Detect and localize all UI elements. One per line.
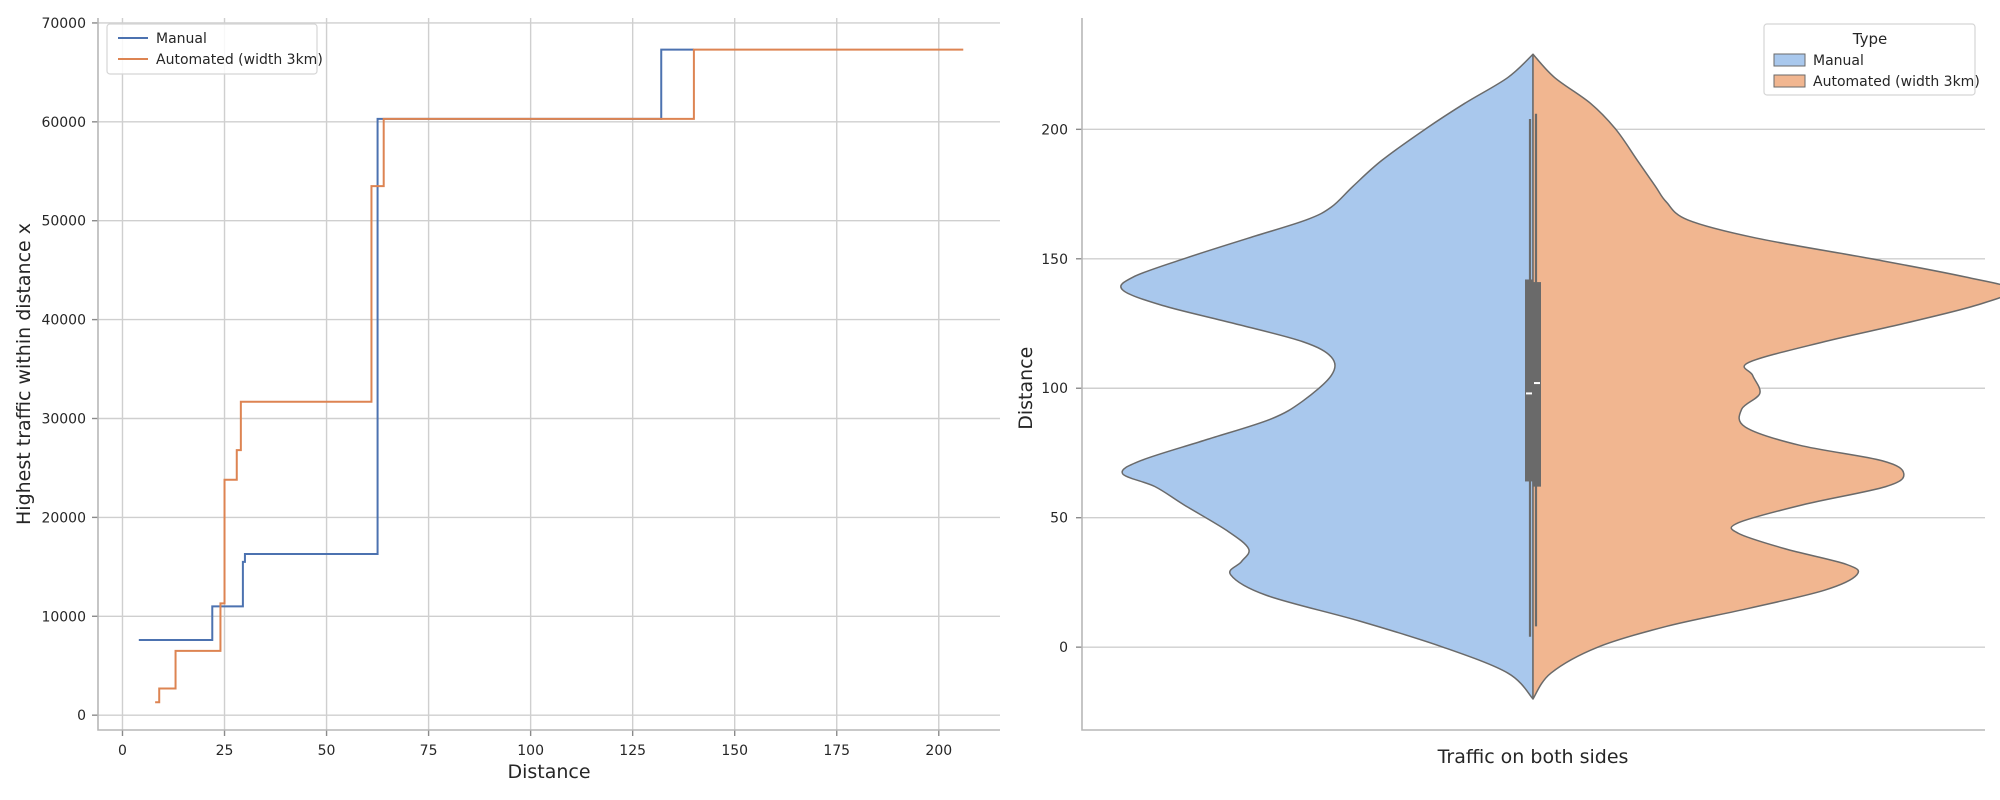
left-x-axis-label: Distance	[507, 761, 590, 783]
left-x-tick-label: 175	[823, 743, 850, 759]
right-legend: Type Manual Automated (width 3km)	[1763, 23, 1980, 96]
left-y-tick-label: 40000	[41, 313, 86, 329]
legend-swatch-manual-patch	[1773, 53, 1806, 67]
left-x-tick-label: 100	[517, 743, 544, 759]
left-y-tick-label: 10000	[41, 609, 86, 625]
iqr-box-automated	[1533, 282, 1541, 487]
series-line-automated	[155, 48, 964, 704]
left-x-tick-label: 200	[925, 743, 952, 759]
right-x-axis-label: Traffic on both sides	[1437, 746, 1629, 768]
right-y-tick-label: 100	[1041, 381, 1068, 397]
left-x-tick-label: 50	[318, 743, 336, 759]
right-axes: 0 50 100 150 200	[1041, 18, 1985, 731]
right-y-tick-label: 50	[1050, 511, 1068, 527]
left-y-tick-label: 60000	[41, 115, 86, 131]
legend-label-automated: Automated (width 3km)	[156, 52, 323, 68]
legend-label-automated-violin: Automated (width 3km)	[1813, 74, 1980, 90]
left-y-tick-label: 50000	[41, 214, 86, 230]
left-step-chart: 0 25 50 75 100 125 150 175 200 0 10000 20000 30000 40…	[13, 16, 1000, 783]
left-y-tick-label: 30000	[41, 412, 86, 428]
violin-half-automated	[1532, 53, 2000, 700]
legend-label-manual: Manual	[156, 31, 207, 47]
left-legend: Manual Automated (width 3km)	[106, 23, 323, 75]
left-y-tick-label: 0	[77, 708, 86, 724]
left-y-tick-label: 20000	[41, 510, 86, 526]
right-violin-group	[1120, 53, 2000, 700]
left-legend-box	[106, 23, 318, 75]
left-x-tick-label: 75	[420, 743, 438, 759]
iqr-box-manual	[1525, 279, 1533, 482]
left-axes: 0 25 50 75 100 125 150 175 200 0 10000 20000 30000 40…	[41, 16, 1000, 759]
right-axis-spines	[1081, 18, 1985, 731]
legend-label-manual-violin: Manual	[1813, 53, 1864, 69]
legend-title: Type	[1852, 30, 1887, 48]
left-gridlines	[98, 18, 1000, 730]
left-axis-spines	[97, 18, 1000, 731]
left-series-group	[138, 48, 964, 704]
series-line-manual	[138, 48, 694, 642]
left-y-tick-label: 70000	[41, 16, 86, 32]
left-x-tick-label: 150	[721, 743, 748, 759]
left-x-tick-label: 0	[118, 743, 127, 759]
right-y-axis-label: Distance	[1015, 347, 1037, 430]
violin-half-manual	[1120, 53, 1534, 700]
right-y-tick-label: 0	[1059, 640, 1068, 656]
right-violin-chart: 0 50 100 150 200 Traffic on both sides Dista…	[1015, 18, 2000, 768]
left-y-axis-label: Highest traffic within distance x	[13, 223, 35, 525]
right-y-tick-label: 150	[1041, 252, 1068, 268]
left-x-tick-label: 25	[216, 743, 234, 759]
left-x-tick-label: 125	[619, 743, 646, 759]
legend-swatch-automated-patch	[1773, 74, 1806, 88]
right-y-tick-label: 200	[1041, 122, 1068, 138]
right-legend-box	[1763, 23, 1976, 96]
